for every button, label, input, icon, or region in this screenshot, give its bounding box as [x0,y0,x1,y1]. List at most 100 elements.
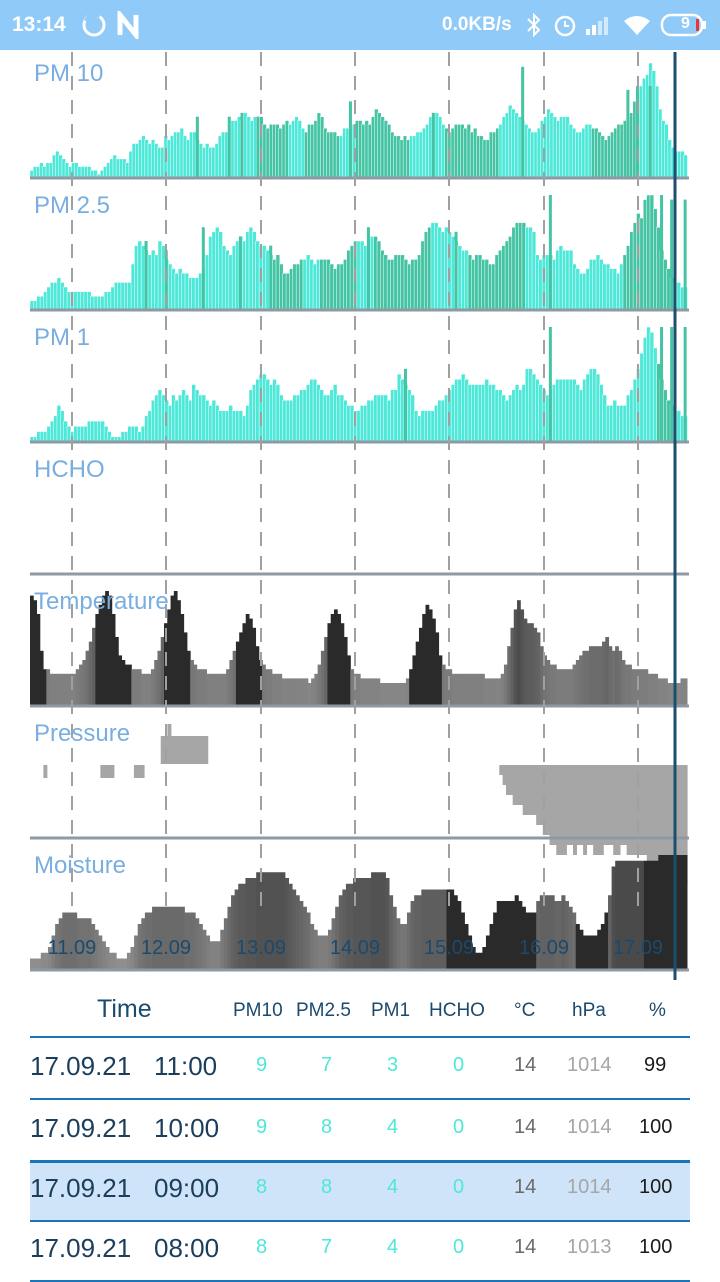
chart-bar [116,958,121,970]
x-tick-label: 11.09 [48,937,97,959]
chart-bar [611,650,616,706]
chart-bar [213,673,217,706]
chart-bar [471,947,476,970]
pressure-bar [529,765,534,815]
chart-bar [629,860,634,970]
pressure-bar [626,765,631,855]
pressure-bar [110,765,115,778]
chart-bar [121,660,126,706]
table-row[interactable]: 17.09.21 11:00 9 7 3 0 14 1014 99 [30,1038,690,1100]
chart-bar [65,673,70,706]
chart-bar [477,673,482,706]
chart-bar [552,664,557,706]
spike-bar [548,327,552,442]
pressure-bar [509,765,514,795]
chart-bar [670,683,675,706]
row-pressure: 1014 [567,1176,612,1198]
chart-bar [376,678,381,706]
chart-bar [651,860,656,970]
chart-bar [245,878,250,970]
chart-bar [489,924,494,970]
chart-bar [327,929,333,970]
chart-bar [241,883,246,970]
pressure-bar [603,765,608,845]
row-pm25: 7 [321,1054,333,1076]
chart-bar [415,641,420,706]
chart-bar [595,646,600,706]
chart-bar [55,924,60,970]
chart-bar [202,929,207,970]
row-pm1: 4 [387,1236,399,1258]
chart-bar [409,669,413,706]
chart-bar [418,627,423,706]
pressure-bar [552,765,557,845]
x-tick-label: 15.09 [424,937,474,959]
pressure-bar [505,765,510,795]
chart-bar [69,912,74,970]
chart-bar [460,912,465,970]
table-row[interactable]: 17.09.21 08:00 8 7 4 0 14 1013 100 [30,1220,690,1282]
chart-bar [144,673,149,706]
pressure-bar [583,765,588,855]
chart-bar [98,935,103,970]
chart-bar [291,678,296,706]
chart-bar [173,906,178,970]
chart-bar [474,673,479,706]
chart-bar [229,660,234,706]
chart-bar [399,683,404,706]
chart-bar [108,595,113,706]
chart-bar [317,935,322,970]
chart-bar [457,901,462,970]
alarm-icon [554,15,576,37]
chart-bar [660,678,665,706]
spike-bar [670,327,674,442]
chart-bar [101,595,106,706]
chart-bar [85,650,90,706]
pressure-bar [43,765,48,778]
chart-bar [205,935,211,970]
chart-bar [274,872,279,970]
chart-bar [180,906,185,970]
chart-bar [683,154,688,179]
chart-bar [592,646,596,706]
chart-bar [249,618,253,706]
chart-bar [417,895,422,970]
chart-bar [292,889,297,970]
chart-bar [118,655,123,706]
chart-bar [621,660,626,706]
chart-bar [533,627,538,706]
chart-bar [58,918,63,970]
pressure-bar [526,765,531,815]
chart-bar [353,878,358,970]
chart-bar [288,678,292,706]
table-row-selected[interactable]: 17.09.21 09:00 8 8 4 0 14 1014 100 [30,1160,690,1222]
chart-bar [575,660,580,706]
row-temp: 14 [514,1116,537,1138]
charts-svg[interactable]: 11.09 12.09 13.09 14.09 15.09 16.09 17.09 [0,50,720,982]
charts-area[interactable]: 11.09 12.09 13.09 14.09 15.09 16.09 17.09 PM 1… [0,50,720,982]
row-pm1: 4 [387,1176,399,1198]
table-row[interactable]: 17.09.21 10:00 9 8 4 0 14 1014 100 [30,1100,690,1162]
chart-bar [654,860,659,970]
chart-bar [539,646,544,706]
header-pm1: PM1 [371,1000,411,1021]
chart-bar [478,952,483,970]
chart-bar [317,664,322,706]
chart-bar [363,878,368,970]
chart-bar [126,952,132,970]
chart-bar [231,895,236,970]
row-pm25: 8 [321,1116,333,1138]
chart-bar [500,901,505,970]
header-pm10: PM10 [233,1000,283,1021]
spike-bar [348,101,352,178]
chart-bar [494,678,498,706]
chart-bar [676,855,681,970]
chart-bar [631,669,636,706]
chart-bar [582,935,587,970]
chart-bar [414,895,419,970]
chart-bar [468,673,472,706]
row-hcho: 0 [453,1116,465,1138]
chart-bar [47,947,53,970]
chart-bar [340,623,345,706]
pressure-bar [546,765,551,835]
